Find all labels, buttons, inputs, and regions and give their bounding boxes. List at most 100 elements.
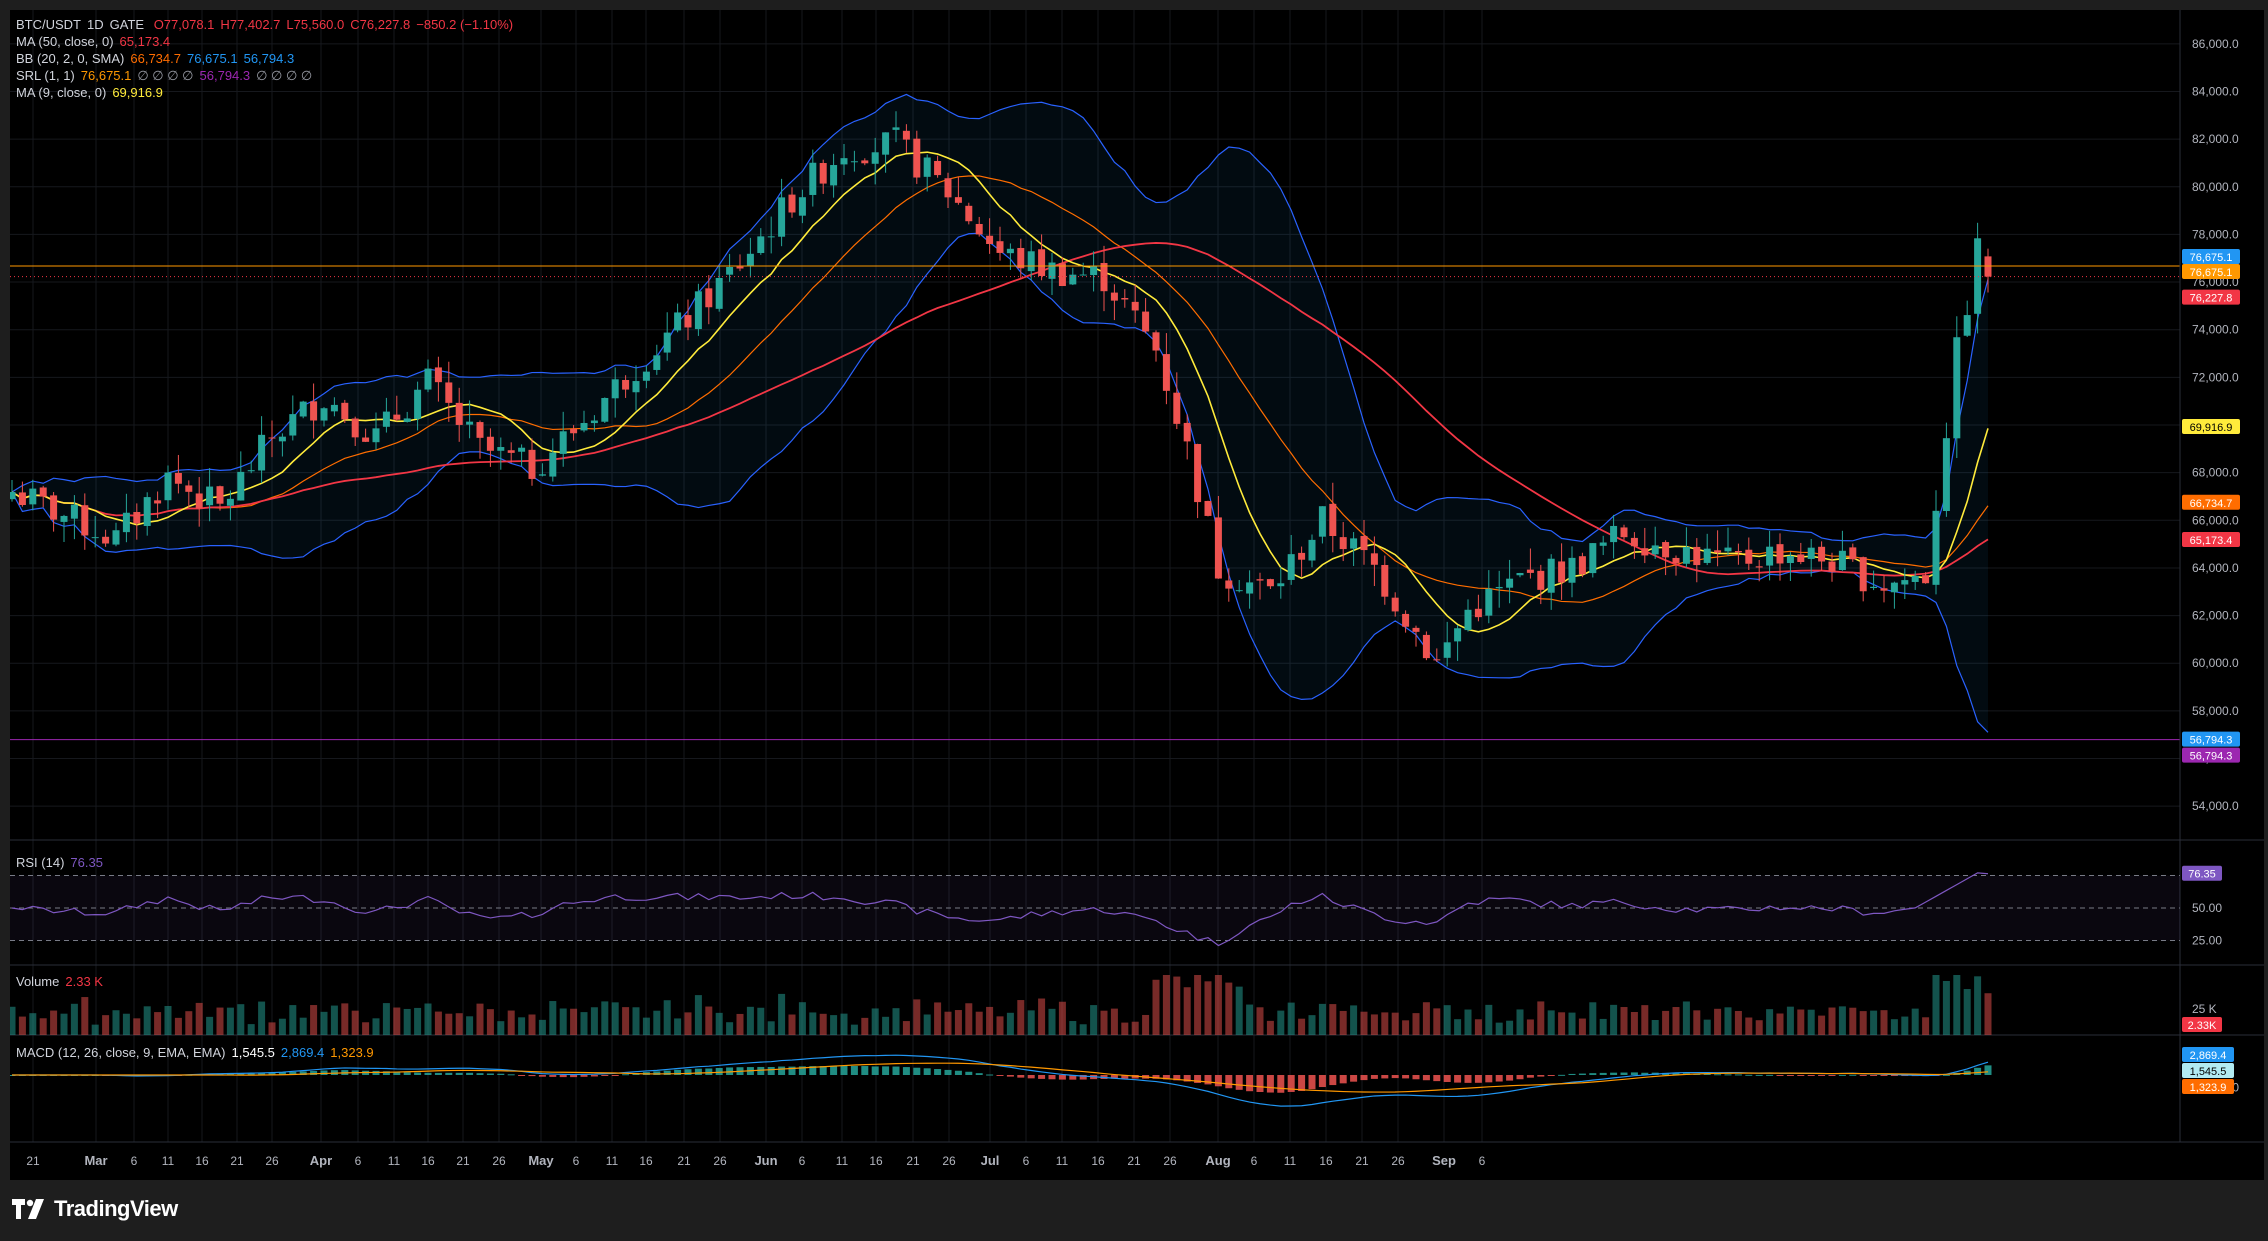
candle-body: [1194, 444, 1202, 503]
macd-histogram-bar: [320, 1070, 328, 1075]
candle-body: [788, 194, 796, 213]
macd-histogram-bar: [1235, 1075, 1243, 1090]
candle-body: [1079, 274, 1087, 276]
volume-bar: [1318, 1003, 1326, 1035]
volume-bar: [632, 1007, 640, 1035]
macd-histogram-bar: [247, 1072, 255, 1075]
macd-histogram-bar: [674, 1069, 682, 1075]
rsi-value: 76.35: [70, 855, 103, 870]
volume-legend[interactable]: Volume 2.33 K: [16, 974, 109, 989]
chart-frame[interactable]: 86,000.0 84,000.0 82,000.0 80,000.0 78,000.0…: [10, 10, 2264, 1180]
candle-body: [1038, 249, 1046, 276]
macd-histogram-bar: [1277, 1075, 1285, 1093]
volume-bar: [663, 1000, 671, 1035]
macd-histogram-bar: [1547, 1075, 1555, 1076]
macd-histogram-bar: [528, 1075, 536, 1077]
time-axis-label: 11: [606, 1154, 619, 1168]
volume-bar: [746, 1006, 754, 1035]
candle-body: [1131, 301, 1139, 311]
macd-histogram-bar: [757, 1066, 765, 1075]
volume-bar: [1506, 1020, 1514, 1035]
candle-body: [1734, 550, 1742, 553]
macd-legend[interactable]: MACD (12, 26, close, 9, EMA, EMA) 1,545.5…: [16, 1045, 380, 1060]
candle-body: [861, 160, 869, 164]
macd-histogram-bar: [1454, 1075, 1462, 1083]
exchange: GATE: [109, 17, 145, 32]
macd-histogram-bar: [424, 1072, 432, 1075]
macd-histogram-bar: [1537, 1075, 1545, 1077]
candle-body: [362, 437, 370, 442]
volume-bar: [237, 1004, 245, 1035]
candle-body: [1485, 588, 1493, 616]
tradingview-branding[interactable]: TradingView: [12, 1196, 178, 1222]
macd-histogram-bar: [819, 1066, 827, 1075]
volume-bar: [528, 1014, 536, 1035]
macd-histogram-bar: [996, 1075, 1004, 1076]
volume-bar: [850, 1024, 858, 1035]
volume-bar: [1110, 1008, 1118, 1035]
candle-body: [1755, 566, 1763, 568]
macd-histogram-bar: [986, 1074, 994, 1076]
tradingview-wordmark: TradingView: [54, 1196, 178, 1221]
ma50-legend[interactable]: MA (50, close, 0) 65,173.4: [16, 34, 176, 49]
volume-bar: [50, 1010, 58, 1035]
volume-bar: [1277, 1010, 1285, 1035]
macd-histogram-bar: [1038, 1075, 1046, 1079]
candle-body: [164, 472, 172, 501]
volume-bar: [1495, 1022, 1503, 1035]
macd-histogram-bar: [902, 1067, 910, 1075]
candle-body: [1526, 569, 1534, 573]
rsi-legend[interactable]: RSI (14) 76.35: [16, 855, 109, 870]
macd-histogram-bar: [1048, 1075, 1056, 1080]
time-axis-label: Mar: [84, 1153, 107, 1168]
volume-bar: [226, 1007, 234, 1035]
time-axis-label: 21: [906, 1154, 920, 1168]
candle-body: [403, 418, 411, 422]
volume-bar: [486, 1009, 494, 1035]
macd-histogram-bar: [476, 1073, 484, 1075]
macd-histogram-bar: [1558, 1074, 1566, 1076]
volume-bar: [694, 995, 702, 1035]
volume-bar: [1370, 1014, 1378, 1035]
volume-bar: [330, 1005, 338, 1035]
time-axis-label: 21: [456, 1154, 470, 1168]
macd-histogram-bar: [1714, 1074, 1722, 1076]
macd-histogram-bar: [1422, 1075, 1430, 1081]
candle-body: [289, 414, 297, 436]
candle-body: [112, 530, 120, 545]
candle-body: [1027, 251, 1035, 272]
volume-bar: [1048, 1008, 1056, 1035]
volume-bar: [1412, 1013, 1420, 1035]
macd-histogram-bar: [913, 1067, 921, 1075]
volume-bar: [310, 1005, 318, 1035]
volume-bar: [954, 1010, 962, 1035]
candle-body: [1495, 586, 1503, 589]
macd-histogram-bar: [549, 1075, 557, 1077]
volume-bar: [611, 1002, 619, 1035]
candle-body: [1287, 554, 1295, 580]
candle-body: [1412, 627, 1420, 632]
volume-bar: [809, 1012, 817, 1035]
volume-bar: [1807, 1009, 1815, 1035]
bb-legend[interactable]: BB (20, 2, 0, SMA) 66,734.7 76,675.1 56,794…: [16, 51, 300, 66]
macd-histogram-bar: [663, 1070, 671, 1075]
chart-canvas[interactable]: 86,000.0 84,000.0 82,000.0 80,000.0 78,000.0…: [10, 10, 2264, 1180]
volume-bar: [767, 1021, 775, 1035]
ma9-value: 69,916.9: [112, 85, 163, 100]
volume-bar: [372, 1018, 380, 1035]
srl-legend[interactable]: SRL (1, 1) 76,675.1 ∅ ∅ ∅ ∅ 56,794.3 ∅ ∅ ∅ ∅: [16, 68, 318, 84]
candle-body: [538, 474, 546, 476]
macd-histogram-bar: [840, 1065, 848, 1075]
volume-bar: [1516, 1009, 1524, 1035]
candle-body: [466, 421, 474, 425]
macd-histogram-bar: [1058, 1075, 1066, 1080]
symbol-name[interactable]: BTC/USDT: [16, 17, 81, 32]
candle-body: [445, 382, 453, 403]
macd-histogram-bar: [1121, 1075, 1129, 1079]
volume-bar: [715, 1012, 723, 1035]
change-value: −850.2 (−1.10%): [416, 17, 514, 32]
macd-histogram-bar: [1152, 1075, 1160, 1079]
ma9-legend[interactable]: MA (9, close, 0) 69,916.9: [16, 85, 169, 100]
macd-histogram-bar: [570, 1075, 578, 1078]
macd-histogram-bar: [1766, 1074, 1774, 1076]
